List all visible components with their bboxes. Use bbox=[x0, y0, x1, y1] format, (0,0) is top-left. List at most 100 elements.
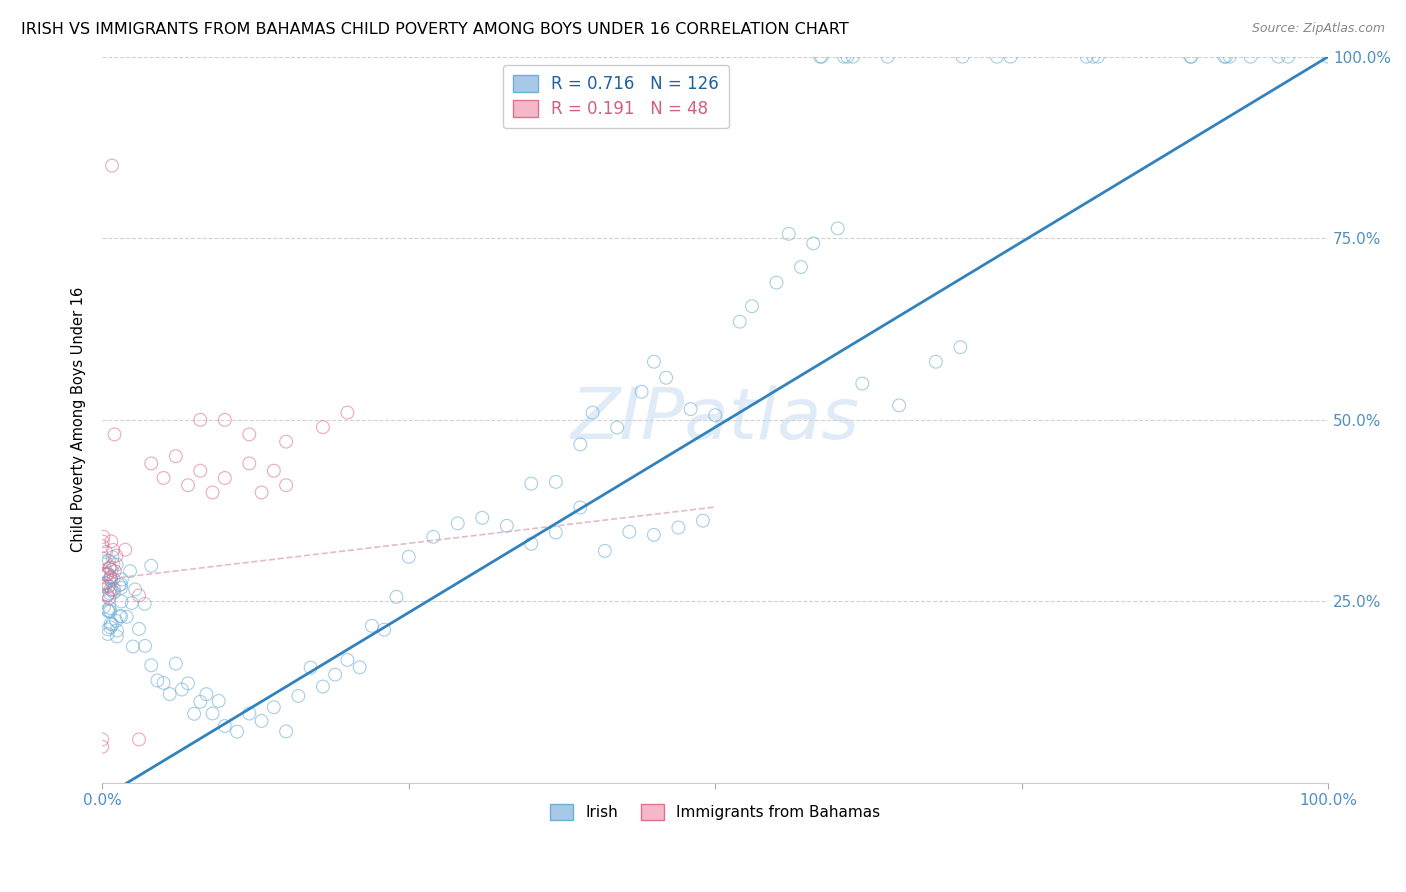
Point bbox=[655, 370, 678, 384]
Point bbox=[121, 596, 143, 610]
Point bbox=[100, 534, 122, 549]
Point bbox=[100, 570, 122, 584]
Point bbox=[183, 706, 205, 721]
Point bbox=[91, 739, 114, 754]
Point bbox=[97, 588, 120, 602]
Point bbox=[152, 676, 174, 690]
Point bbox=[97, 604, 120, 618]
Point bbox=[188, 464, 211, 478]
Point bbox=[100, 582, 122, 597]
Point bbox=[97, 603, 120, 617]
Point bbox=[159, 687, 181, 701]
Point bbox=[134, 597, 156, 611]
Point bbox=[630, 384, 652, 399]
Point bbox=[214, 413, 236, 427]
Point bbox=[1219, 50, 1241, 64]
Point bbox=[238, 427, 260, 442]
Point bbox=[495, 518, 517, 533]
Point bbox=[851, 376, 873, 391]
Point bbox=[100, 616, 122, 631]
Point bbox=[312, 420, 335, 434]
Point bbox=[1081, 50, 1104, 64]
Point bbox=[765, 276, 787, 290]
Point bbox=[94, 576, 117, 591]
Text: Source: ZipAtlas.com: Source: ZipAtlas.com bbox=[1251, 22, 1385, 36]
Point bbox=[606, 420, 628, 434]
Point bbox=[115, 610, 138, 624]
Point bbox=[704, 408, 727, 422]
Point bbox=[103, 558, 125, 572]
Point bbox=[214, 471, 236, 485]
Point bbox=[94, 545, 117, 559]
Point bbox=[250, 485, 273, 500]
Point bbox=[120, 564, 142, 578]
Point bbox=[94, 580, 117, 594]
Point bbox=[1180, 50, 1202, 64]
Point bbox=[274, 478, 297, 492]
Point bbox=[103, 582, 125, 597]
Point bbox=[188, 413, 211, 427]
Point bbox=[925, 355, 948, 369]
Point bbox=[226, 724, 249, 739]
Point bbox=[447, 516, 470, 531]
Point bbox=[105, 549, 128, 563]
Point bbox=[96, 567, 118, 582]
Point bbox=[91, 551, 114, 566]
Point bbox=[165, 449, 187, 463]
Point bbox=[952, 50, 974, 64]
Point bbox=[98, 600, 121, 615]
Point bbox=[93, 599, 115, 614]
Point bbox=[208, 694, 231, 708]
Point bbox=[520, 537, 543, 551]
Point bbox=[146, 673, 169, 688]
Point bbox=[263, 464, 285, 478]
Point bbox=[274, 434, 297, 449]
Point bbox=[373, 623, 395, 637]
Point bbox=[101, 159, 124, 173]
Point bbox=[887, 398, 910, 412]
Point bbox=[741, 299, 763, 313]
Point bbox=[110, 581, 132, 595]
Point bbox=[97, 553, 120, 567]
Point bbox=[108, 578, 131, 592]
Point bbox=[312, 680, 335, 694]
Point bbox=[170, 682, 193, 697]
Point bbox=[790, 260, 813, 274]
Point bbox=[692, 514, 714, 528]
Point bbox=[105, 624, 128, 638]
Point bbox=[728, 315, 751, 329]
Point bbox=[97, 567, 120, 582]
Point bbox=[832, 50, 855, 64]
Point bbox=[94, 576, 117, 591]
Point bbox=[101, 583, 124, 598]
Point bbox=[97, 623, 120, 637]
Point bbox=[238, 457, 260, 471]
Point bbox=[177, 478, 200, 492]
Point bbox=[177, 676, 200, 690]
Point bbox=[876, 50, 898, 64]
Point bbox=[98, 604, 121, 618]
Point bbox=[619, 524, 641, 539]
Point bbox=[593, 544, 616, 558]
Point bbox=[108, 609, 131, 624]
Point bbox=[165, 657, 187, 671]
Point bbox=[569, 500, 592, 515]
Point bbox=[808, 50, 831, 64]
Point bbox=[1213, 50, 1236, 64]
Point bbox=[141, 558, 163, 573]
Point bbox=[110, 594, 132, 608]
Point bbox=[1087, 50, 1109, 64]
Point bbox=[986, 50, 1008, 64]
Point bbox=[101, 543, 124, 558]
Point bbox=[96, 589, 118, 603]
Point bbox=[323, 667, 346, 681]
Point bbox=[152, 471, 174, 485]
Point bbox=[93, 566, 115, 581]
Point bbox=[398, 549, 420, 564]
Point bbox=[238, 706, 260, 721]
Point bbox=[114, 542, 136, 557]
Point bbox=[801, 236, 824, 251]
Point bbox=[949, 340, 972, 354]
Point bbox=[827, 221, 849, 235]
Point bbox=[287, 689, 309, 703]
